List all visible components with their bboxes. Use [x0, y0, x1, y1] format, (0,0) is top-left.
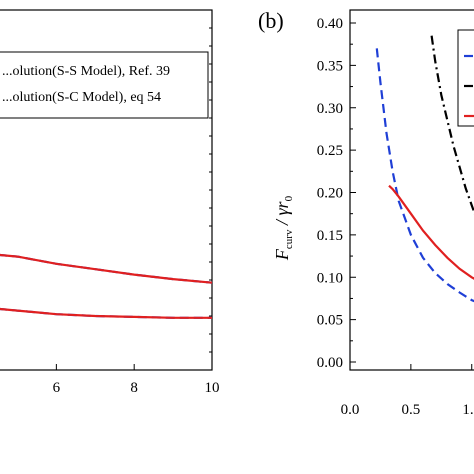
panel-b-xtick-label: 0.5 — [401, 402, 420, 418]
panel-b-label: (b) — [258, 8, 284, 33]
panel-b-ytick-label: 0.30 — [317, 101, 343, 117]
panel-a: 6 8 10 ...olution(S-S Model), Ref. 39...ol… — [0, 9, 220, 396]
panel-b-legend-box — [457, 29, 474, 127]
panel-b-xtick-label: 1.0 — [462, 402, 474, 418]
panel-b-ytick-label: 0.40 — [317, 16, 343, 32]
panel-a-xtick-label: 8 — [130, 380, 138, 396]
panel-b-ytick-label: 0.20 — [317, 186, 343, 202]
panel-b-series-line — [375, 48, 474, 303]
panel-a-series-line — [0, 253, 213, 284]
panel-a-legend-box — [0, 51, 209, 119]
panel-b-frame — [349, 9, 474, 371]
panel-b-ylabel: Fcurv / γr0 — [272, 195, 295, 261]
panel-a-legend: ...olution(S-S Model), Ref. 39 ...olution… — [0, 51, 209, 119]
panel-a-legend-entry: ...olution(S-S Model), Ref. 39 — [2, 64, 170, 79]
panel-b-series-line — [388, 184, 474, 280]
panel-b-ytick-label: 0.10 — [317, 270, 343, 286]
panel-a-xtick-label: 6 — [53, 380, 61, 396]
panel-b-ytick-label: 0.25 — [317, 143, 343, 159]
panel-b-xtick-label: 0.0 — [341, 402, 360, 418]
panel-a-series-line — [0, 307, 212, 319]
panel-b: (b) Fcurv / γr0 0.00 0.05 0.10 0.15 0.20 0.25… — [258, 8, 474, 418]
panel-b-ytick-label: 0.15 — [317, 228, 343, 244]
panel-b-ytick-label: 0.35 — [317, 58, 343, 74]
panel-b-legend — [457, 29, 474, 127]
panel-a-legend-entry: ...olution(S-C Model), eq 54 — [2, 90, 161, 105]
panel-b-series-line — [430, 35, 474, 215]
panel-a-xtick-label: 10 — [205, 380, 220, 396]
panel-b-ytick-label: 0.00 — [317, 355, 343, 371]
panel-b-ytick-label: 0.05 — [317, 313, 343, 329]
